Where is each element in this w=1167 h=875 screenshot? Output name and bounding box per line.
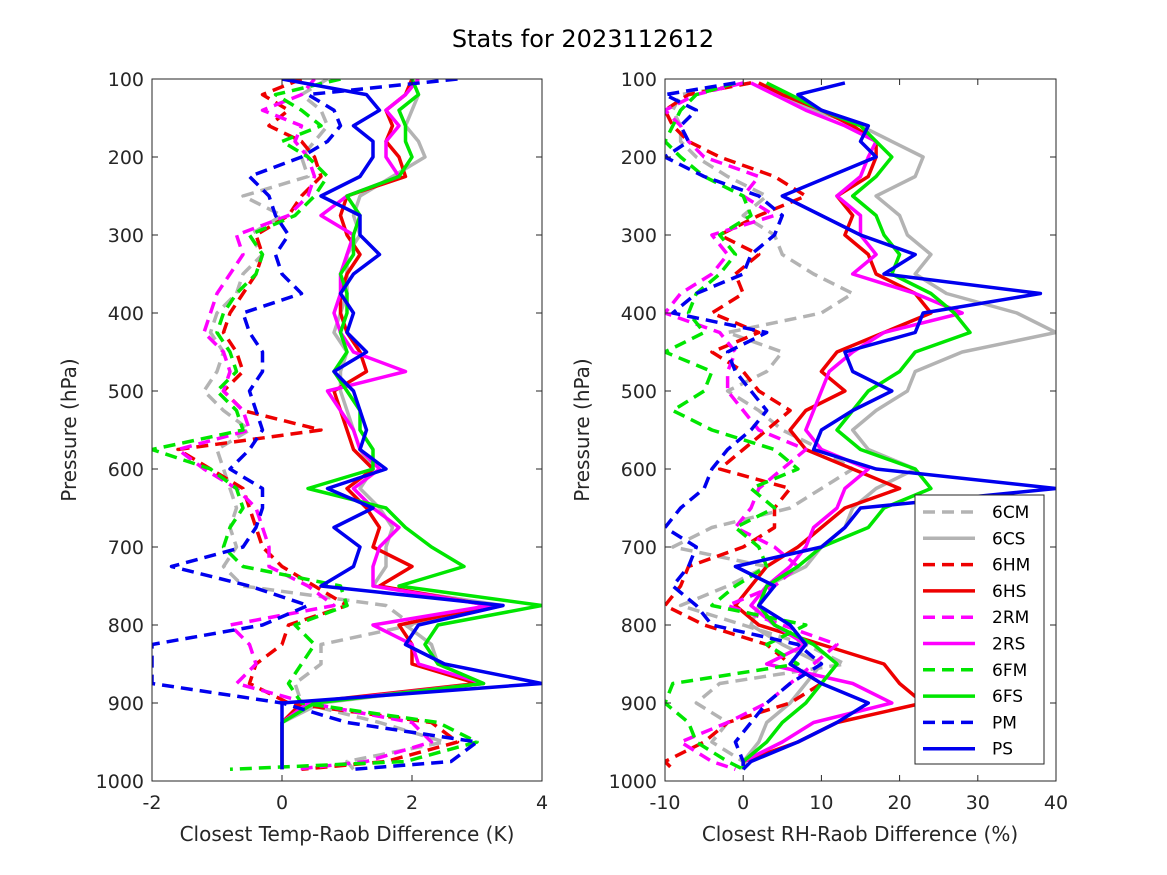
series-pm-line (152, 79, 479, 772)
x-tick-label: 4 (536, 792, 548, 814)
series-6cm-line (202, 79, 447, 771)
rh-difference-panel: -10 0 10 20 30 40 100 200 300 400 500 600 700 800 900 1… (570, 69, 1068, 846)
series-6cm-line (671, 81, 855, 771)
y-tick-label: 1000 (609, 771, 657, 793)
legend: 6CM 6CS 6HM 6HS 2RM 2RS 6FM 6FS PM PS (914, 494, 1045, 765)
x-tick-label: -2 (143, 792, 162, 814)
x-tick-label: -10 (649, 792, 680, 814)
series-6fs-line (741, 81, 972, 770)
legend-label-6cm: 6CM (992, 503, 1029, 523)
y-tick-label: 400 (621, 303, 657, 325)
series-ps-line (733, 81, 1056, 771)
series-6hm-line (176, 79, 460, 772)
y-tick-label: 900 (621, 693, 657, 715)
y-tick-label: 1000 (96, 771, 144, 793)
y-tick-label: 300 (108, 225, 144, 247)
x-axis-label: Closest Temp-Raob Difference (K) (180, 822, 515, 846)
series-6hs-line (733, 81, 933, 770)
y-tick-label: 500 (621, 381, 657, 403)
y-tick-label: 600 (108, 459, 144, 481)
y-tick-label: 800 (108, 615, 144, 637)
series-2rm-line (665, 81, 839, 771)
legend-label-6hs: 6HS (992, 582, 1026, 602)
legend-label-2rs: 2RS (992, 635, 1025, 655)
y-tick-label: 600 (621, 459, 657, 481)
legend-label-6cs: 6CS (992, 529, 1025, 549)
axes-box (664, 78, 1057, 782)
legend-label-6fm: 6FM (992, 661, 1027, 681)
legend-label-ps: PS (992, 740, 1013, 760)
axes-box (151, 78, 543, 782)
y-axis-label: Pressure (hPa) (57, 358, 81, 501)
x-tick-label: 20 (888, 792, 912, 814)
series-2rm-line (176, 79, 434, 772)
y-tick-label: 100 (108, 69, 144, 91)
temp-difference-panel: -2 0 2 4 100 200 300 400 500 600 700 800 900 1000 Clo… (57, 69, 548, 846)
y-tick-label: 200 (621, 147, 657, 169)
y-tick-label: 700 (108, 537, 144, 559)
y-tick-label: 900 (108, 693, 144, 715)
legend-label-6fs: 6FS (992, 687, 1023, 707)
chart-title: Stats for 2023112612 (452, 25, 714, 53)
y-tick-label: 200 (108, 147, 144, 169)
y-tick-label: 300 (621, 225, 657, 247)
y-tick-label: 800 (621, 615, 657, 637)
y-tick-label: 100 (621, 69, 657, 91)
y-axis-label: Pressure (hPa) (570, 358, 594, 501)
series-ps-line (280, 79, 542, 770)
x-axis-label: Closest RH-Raob Difference (%) (702, 822, 1018, 846)
x-tick-label: 2 (406, 792, 418, 814)
y-tick-label: 400 (108, 303, 144, 325)
x-tick-label: 30 (966, 792, 990, 814)
y-tick-label: 500 (108, 381, 144, 403)
series-6hm-line (665, 81, 824, 771)
y-tick-label: 700 (621, 537, 657, 559)
legend-label-2rm: 2RM (992, 608, 1029, 628)
legend-label-6hm: 6HM (992, 556, 1030, 576)
x-tick-label: 0 (737, 792, 749, 814)
x-tick-label: 40 (1044, 792, 1068, 814)
x-tick-label: 10 (809, 792, 833, 814)
legend-label-pm: PM (992, 713, 1017, 733)
x-tick-label: 0 (276, 792, 288, 814)
series-2rs-line (741, 81, 964, 770)
series-6hs-line (280, 79, 492, 770)
